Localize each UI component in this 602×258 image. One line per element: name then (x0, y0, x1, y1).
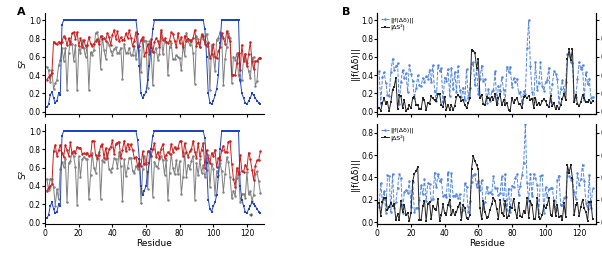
Text: B: B (343, 7, 351, 17)
Y-axis label: ||f(Δδ)||: ||f(Δδ)|| (351, 46, 360, 80)
Y-axis label: S²: S² (19, 170, 28, 179)
Legend: ||f(Δδ)||, |ΔS²|: ||f(Δδ)||, |ΔS²| (380, 127, 415, 142)
Legend: ||f(Δδ)||, |ΔS²|: ||f(Δδ)||, |ΔS²| (380, 16, 415, 31)
Y-axis label: S²: S² (19, 59, 28, 68)
Y-axis label: ||f(Δδ)||: ||f(Δδ)|| (351, 157, 360, 191)
Text: A: A (17, 7, 25, 17)
X-axis label: Residue: Residue (469, 239, 504, 248)
Text: *: * (249, 213, 253, 222)
X-axis label: Residue: Residue (137, 239, 172, 248)
